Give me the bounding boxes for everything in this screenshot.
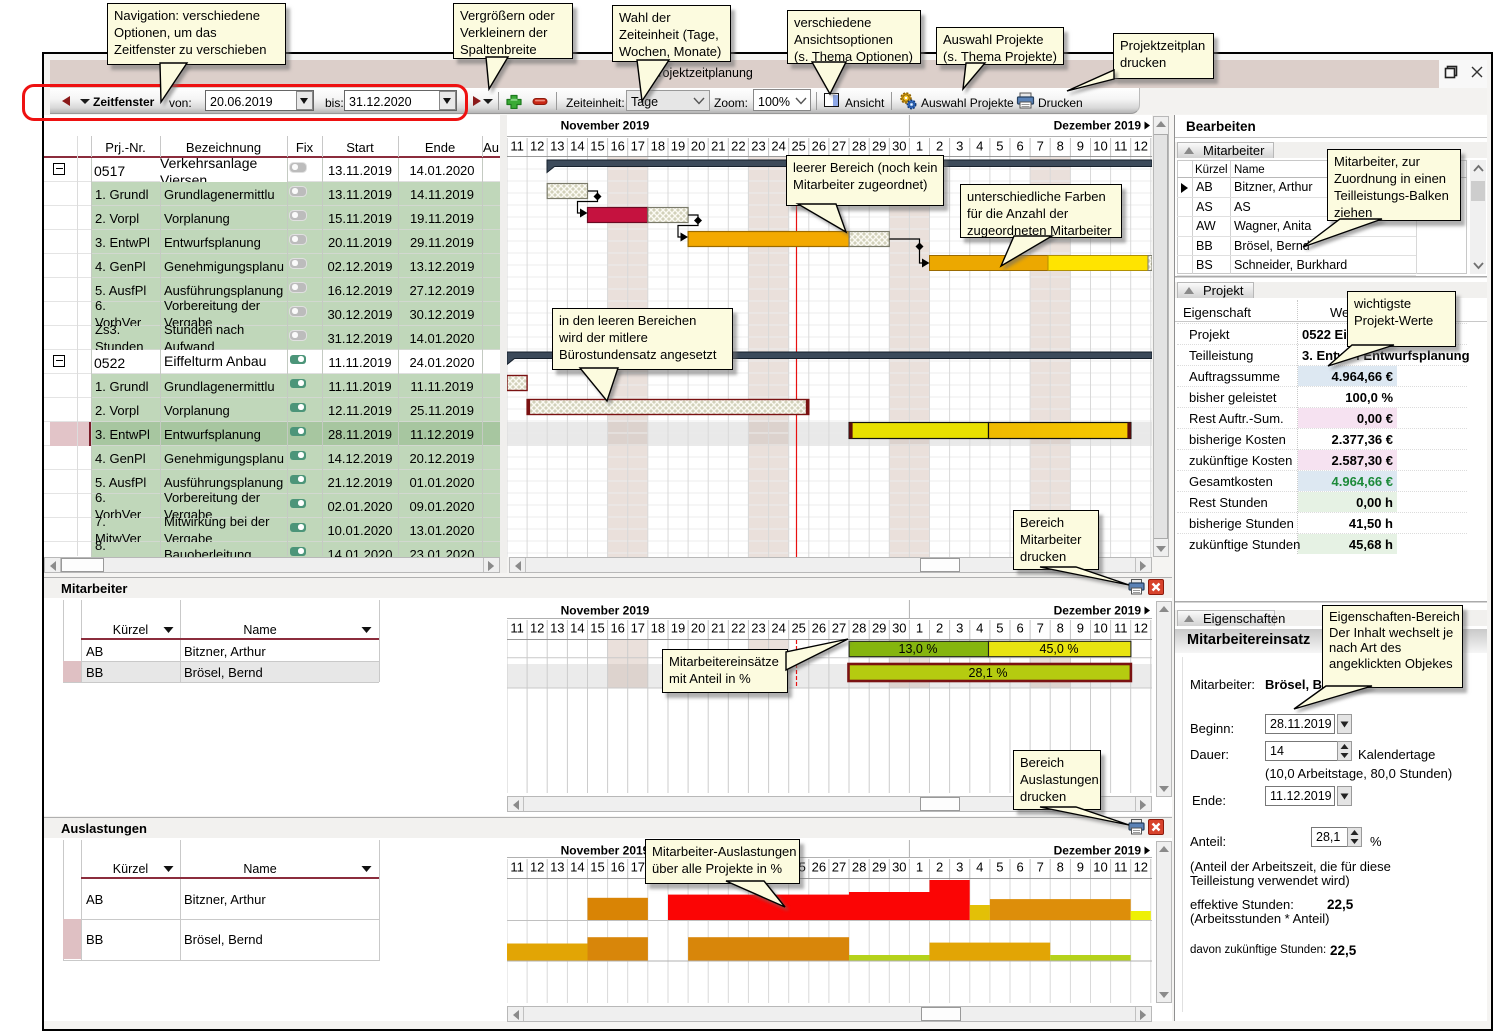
svg-text:13: 13 — [550, 621, 564, 636]
svg-text:21: 21 — [711, 139, 725, 154]
svg-text:5: 5 — [996, 621, 1003, 636]
svg-text:November 2019: November 2019 — [561, 119, 650, 133]
svg-text:25: 25 — [791, 621, 805, 636]
svg-text:20: 20 — [691, 621, 705, 636]
svg-text:17: 17 — [631, 621, 645, 636]
svg-text:4: 4 — [976, 621, 983, 636]
svg-text:6: 6 — [1016, 139, 1023, 154]
svg-text:29: 29 — [872, 621, 886, 636]
svg-text:45,0 %: 45,0 % — [1040, 642, 1079, 656]
svg-text:22: 22 — [731, 621, 745, 636]
svg-text:12: 12 — [530, 139, 544, 154]
svg-text:3: 3 — [956, 860, 963, 875]
svg-text:14: 14 — [570, 860, 584, 875]
svg-text:17: 17 — [631, 139, 645, 154]
svg-text:8: 8 — [1057, 621, 1064, 636]
svg-text:8: 8 — [1057, 139, 1064, 154]
svg-text:23: 23 — [751, 139, 765, 154]
svg-text:11: 11 — [510, 139, 524, 154]
svg-text:13: 13 — [550, 139, 564, 154]
svg-text:1: 1 — [916, 621, 923, 636]
svg-text:1: 1 — [916, 860, 923, 875]
svg-text:2: 2 — [936, 860, 943, 875]
svg-text:9: 9 — [1077, 139, 1084, 154]
svg-text:29: 29 — [872, 860, 886, 875]
svg-text:5: 5 — [996, 860, 1003, 875]
svg-text:6: 6 — [1016, 621, 1023, 636]
svg-text:2: 2 — [936, 621, 943, 636]
svg-text:26: 26 — [812, 139, 826, 154]
svg-text:15: 15 — [590, 621, 604, 636]
svg-text:12: 12 — [530, 621, 544, 636]
svg-text:28: 28 — [852, 860, 866, 875]
svg-text:3: 3 — [956, 139, 963, 154]
svg-text:18: 18 — [651, 139, 665, 154]
svg-text:19: 19 — [671, 621, 685, 636]
svg-text:13: 13 — [550, 860, 564, 875]
svg-text:12: 12 — [530, 860, 544, 875]
svg-text:13,0 %: 13,0 % — [899, 642, 938, 656]
svg-text:11: 11 — [1114, 139, 1128, 154]
svg-text:16: 16 — [610, 621, 624, 636]
svg-text:23: 23 — [751, 621, 765, 636]
svg-text:9: 9 — [1077, 621, 1084, 636]
svg-text:27: 27 — [832, 139, 846, 154]
svg-text:November 2019: November 2019 — [561, 604, 650, 618]
svg-text:Dezember 2019: Dezember 2019 — [1054, 604, 1142, 618]
svg-text:28: 28 — [852, 621, 866, 636]
svg-text:10: 10 — [1093, 139, 1107, 154]
svg-text:30: 30 — [892, 860, 906, 875]
svg-text:9: 9 — [1077, 860, 1084, 875]
svg-text:16: 16 — [610, 860, 624, 875]
svg-text:3: 3 — [956, 621, 963, 636]
svg-text:30: 30 — [892, 139, 906, 154]
svg-text:12: 12 — [1134, 860, 1148, 875]
svg-text:7: 7 — [1037, 860, 1044, 875]
svg-text:1: 1 — [916, 139, 923, 154]
svg-text:November 2019: November 2019 — [561, 844, 650, 858]
svg-text:6: 6 — [1016, 860, 1023, 875]
svg-text:11: 11 — [510, 621, 524, 636]
svg-text:20: 20 — [691, 139, 705, 154]
svg-text:14: 14 — [570, 621, 584, 636]
svg-text:12: 12 — [1134, 139, 1148, 154]
svg-text:16: 16 — [610, 139, 624, 154]
svg-text:28,1 %: 28,1 % — [969, 666, 1008, 680]
svg-text:29: 29 — [872, 139, 886, 154]
svg-text:Dezember 2019: Dezember 2019 — [1054, 844, 1142, 858]
svg-text:21: 21 — [711, 621, 725, 636]
svg-text:25: 25 — [791, 139, 805, 154]
svg-text:4: 4 — [976, 139, 983, 154]
svg-text:8: 8 — [1057, 860, 1064, 875]
svg-text:Dezember 2019: Dezember 2019 — [1054, 119, 1142, 133]
svg-text:12: 12 — [1134, 621, 1148, 636]
svg-text:11: 11 — [1114, 621, 1128, 636]
svg-text:27: 27 — [832, 621, 846, 636]
svg-text:15: 15 — [590, 860, 604, 875]
svg-text:15: 15 — [590, 139, 604, 154]
svg-text:28: 28 — [852, 139, 866, 154]
svg-text:4: 4 — [976, 860, 983, 875]
svg-text:2: 2 — [936, 139, 943, 154]
svg-text:14: 14 — [570, 139, 584, 154]
svg-text:18: 18 — [651, 621, 665, 636]
svg-text:26: 26 — [812, 860, 826, 875]
svg-text:7: 7 — [1037, 139, 1044, 154]
svg-text:26: 26 — [812, 621, 826, 636]
svg-text:19: 19 — [671, 139, 685, 154]
svg-text:24: 24 — [771, 139, 785, 154]
svg-text:10: 10 — [1093, 621, 1107, 636]
svg-text:7: 7 — [1037, 621, 1044, 636]
svg-text:11: 11 — [1114, 860, 1128, 875]
svg-text:10: 10 — [1093, 860, 1107, 875]
svg-text:22: 22 — [731, 139, 745, 154]
svg-text:24: 24 — [771, 621, 785, 636]
svg-text:27: 27 — [832, 860, 846, 875]
svg-text:11: 11 — [510, 860, 524, 875]
svg-text:5: 5 — [996, 139, 1003, 154]
svg-text:30: 30 — [892, 621, 906, 636]
svg-text:17: 17 — [631, 860, 645, 875]
